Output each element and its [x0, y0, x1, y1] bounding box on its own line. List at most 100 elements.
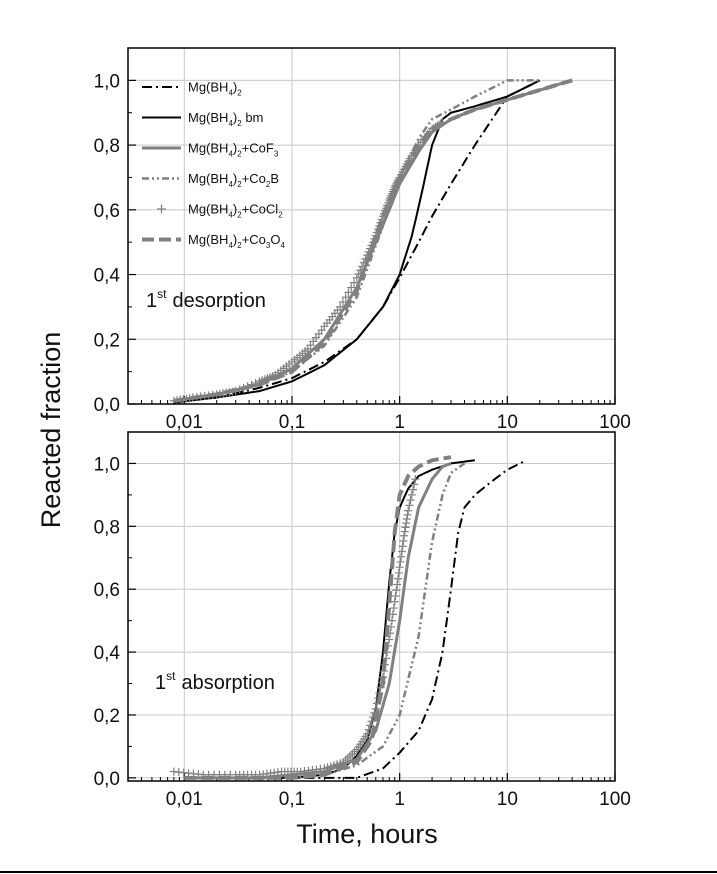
series-line — [184, 462, 452, 780]
legend-text-part: ) — [233, 232, 237, 247]
series-line — [184, 459, 476, 779]
x-tick-label: 0,1 — [279, 789, 305, 810]
series-line — [173, 79, 540, 403]
legend-subscript: 2 — [266, 180, 271, 189]
y-tick-label: 0,8 — [94, 517, 120, 538]
series-line — [173, 78, 573, 403]
legend-subscript: 2 — [278, 211, 283, 220]
data-point — [402, 514, 411, 523]
legend-subscript: 3 — [274, 150, 279, 159]
data-point — [407, 490, 416, 499]
legend-label: Mg(BH4)2 — [188, 80, 242, 98]
data-point — [389, 604, 398, 613]
legend-text-part: +Co — [242, 232, 266, 247]
legend-subscript: 2 — [237, 150, 242, 159]
legend-text-part: O — [270, 232, 280, 247]
series-line — [184, 462, 466, 780]
legend-text-part: bm — [242, 110, 264, 125]
data-point — [397, 552, 406, 561]
legend-subscript: 2 — [237, 119, 242, 128]
legend-subscript: 2 — [237, 180, 242, 189]
annotation-number: 1 — [146, 290, 157, 312]
series-line — [173, 79, 541, 404]
legend-text-part: Mg(BH — [188, 232, 228, 247]
legend-marker — [157, 204, 166, 214]
legend-text-part: Mg(BH — [188, 141, 228, 156]
x-tick-label: 10 — [497, 789, 518, 810]
legend-text-part: Mg(BH — [188, 80, 228, 95]
data-point — [401, 523, 410, 532]
series-line — [184, 459, 527, 779]
data-point — [394, 574, 403, 583]
y-tick-label: 0,8 — [94, 136, 120, 157]
data-point — [406, 496, 415, 505]
data-point — [400, 527, 409, 536]
annotation-text: absorption — [181, 672, 274, 694]
data-point — [397, 547, 406, 556]
series-plus-markers — [169, 475, 420, 779]
data-point — [336, 302, 345, 311]
annotation-superscript: st — [157, 287, 167, 301]
data-point — [338, 298, 347, 307]
data-point — [350, 278, 359, 287]
x-tick-label: 0,01 — [166, 789, 203, 810]
data-point — [399, 536, 408, 545]
data-point — [367, 717, 376, 726]
data-point — [394, 568, 403, 577]
legend-text-part: B — [270, 171, 279, 186]
legend-subscript: 4 — [228, 211, 233, 220]
legend-subscript: 2 — [237, 241, 242, 250]
y-axis-title: Reacted fraction — [36, 332, 66, 529]
legend-text-part: Mg(BH — [188, 171, 228, 186]
x-tick-label: 100 — [599, 412, 631, 433]
data-point — [396, 557, 405, 566]
plot-frame — [127, 431, 616, 782]
y-tick-label: 0,2 — [94, 330, 120, 351]
data-point — [393, 580, 402, 589]
x-axis-title: Time, hours — [296, 819, 438, 849]
x-tick-label: 0,1 — [279, 412, 305, 433]
legend-subscript: 4 — [228, 119, 233, 128]
x-tick-label: 1 — [394, 412, 405, 433]
y-tick-label: 0,6 — [94, 580, 120, 601]
legend-text-part: ) — [233, 80, 237, 95]
x-tick-label: 0,01 — [166, 412, 203, 433]
legend-text-part: Mg(BH — [188, 202, 228, 217]
data-point — [408, 485, 417, 494]
legend-label: Mg(BH4)2+CoF3 — [188, 141, 279, 159]
data-point — [390, 597, 399, 606]
legend: Mg(BH4)2Mg(BH4)2 bmMg(BH4)2+CoF3Mg(BH4)2… — [142, 80, 286, 250]
legend-label: Mg(BH4)2+Co3O4 — [188, 232, 286, 250]
data-point — [405, 501, 414, 510]
data-point — [411, 475, 420, 484]
legend-label: Mg(BH4)2+CoCl2 — [188, 202, 283, 220]
legend-text-part: ) — [233, 171, 237, 186]
y-tick-label: 1,0 — [94, 71, 120, 92]
legend-text-part: +CoCl — [242, 202, 279, 217]
annotation-number: 1 — [155, 672, 166, 694]
x-tick-label: 10 — [497, 412, 518, 433]
plot-frame — [127, 47, 616, 405]
x-tick-label: 1 — [394, 789, 405, 810]
legend-label: Mg(BH4)2+Co2B — [188, 171, 279, 189]
y-tick-label: 0,0 — [94, 395, 120, 416]
data-point — [366, 721, 375, 730]
legend-text-part: ) — [233, 110, 237, 125]
data-point — [347, 283, 356, 292]
data-point — [391, 592, 400, 601]
legend-subscript: 2 — [237, 89, 242, 98]
y-tick-label: 0,0 — [94, 769, 120, 790]
legend-label: Mg(BH4)2 bm — [188, 110, 263, 128]
data-point — [341, 293, 350, 302]
data-point — [395, 563, 404, 572]
data-point — [398, 542, 407, 551]
data-point — [363, 729, 372, 738]
data-point — [358, 262, 367, 271]
legend-text-part: ) — [233, 141, 237, 156]
data-point — [410, 480, 419, 489]
data-point — [400, 531, 409, 540]
data-point — [364, 725, 373, 734]
